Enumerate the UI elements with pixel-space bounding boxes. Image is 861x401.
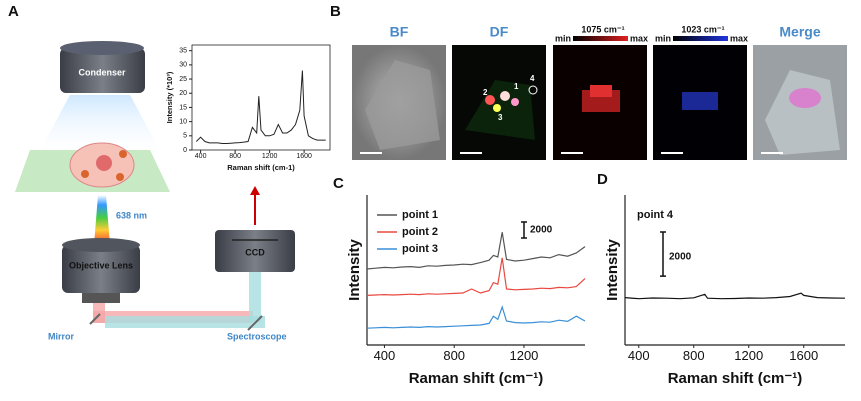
colorbar-max: max: [630, 33, 648, 43]
image-title: BF: [390, 24, 409, 40]
x-tick-label: 800: [229, 153, 241, 160]
legend-label: point 2: [402, 226, 438, 238]
series-line: [624, 292, 846, 300]
panel-label: D: [597, 171, 608, 188]
micrographs: [352, 45, 847, 160]
point-label: 3: [498, 113, 503, 122]
y-tick-label: 30: [179, 62, 187, 69]
x-tick-label: 400: [374, 348, 396, 363]
x-tick-label: 800: [683, 348, 705, 363]
x-axis-title: Raman shift (cm⁻¹): [668, 370, 803, 387]
image-title: DF: [490, 24, 509, 40]
ccd-label: CCD: [245, 247, 265, 257]
series-line: [366, 257, 586, 296]
x-tick-label: 400: [628, 348, 650, 363]
series-line: [195, 70, 326, 144]
plot-frame: [191, 44, 331, 151]
x-tick-label: 1600: [296, 153, 312, 160]
charts: 400 800 1200 1600 0 5 10 15 20 25 30 35 Raman shift …: [165, 44, 846, 387]
colorbar: [673, 36, 728, 41]
point-label: 4: [530, 74, 535, 83]
scale-bar: [521, 221, 527, 239]
series-line: [366, 305, 586, 329]
point-labels: 2 1 3 4: [483, 74, 535, 122]
scale-bar-label: 2000: [530, 225, 553, 236]
y-tick-label: 25: [179, 76, 187, 83]
image-title: Merge: [779, 24, 820, 40]
legend-label: point 3: [402, 243, 438, 255]
laser-label: 638 nm: [116, 210, 147, 220]
x-tick-label: 800: [443, 348, 465, 363]
scale-bar: [660, 231, 666, 277]
channel-label: 1023 cm⁻¹: [681, 24, 724, 34]
y-tick-label: 15: [179, 104, 187, 111]
series-line: [366, 232, 586, 270]
point-label: 2: [483, 88, 488, 97]
condenser-label: Condenser: [78, 67, 126, 77]
schematic: [15, 41, 295, 331]
legend-label: point 1: [402, 209, 438, 221]
mirror-label: Mirror: [48, 331, 75, 341]
colorbar: [573, 36, 628, 41]
x-tick-label: 400: [195, 153, 207, 160]
y-axis-title: Intensity (*10³): [165, 71, 174, 123]
y-axis-title: Intensity: [604, 239, 621, 301]
colorbar-max: max: [730, 33, 748, 43]
panel-label: C: [333, 175, 344, 192]
y-tick-label: 20: [179, 90, 187, 97]
objective-label: Objective Lens: [69, 260, 133, 270]
panel-label: B: [330, 3, 341, 20]
colorbar-min: min: [655, 33, 671, 43]
x-tick-label: 1200: [734, 348, 763, 363]
spectroscope-label: Spectroscope: [227, 331, 287, 341]
colorbar-min: min: [555, 33, 571, 43]
y-tick-label: 5: [183, 133, 187, 140]
annotation: point 4: [637, 209, 674, 221]
x-tick-label: 1200: [262, 153, 278, 160]
x-tick-label: 1600: [789, 348, 818, 363]
y-tick-label: 0: [183, 147, 187, 154]
x-axis-title: Raman shift (cm⁻¹): [409, 370, 544, 387]
y-axis-title: Intensity: [346, 239, 363, 301]
y-tick-label: 35: [179, 48, 187, 55]
panel-label: A: [8, 3, 19, 20]
x-axis-title: Raman shift (cm-1): [227, 163, 295, 172]
point-label: 1: [514, 82, 519, 91]
y-tick-label: 10: [179, 118, 187, 125]
channel-label: 1075 cm⁻¹: [581, 24, 624, 34]
scale-bar-label: 2000: [669, 252, 692, 263]
x-tick-label: 1200: [509, 348, 538, 363]
